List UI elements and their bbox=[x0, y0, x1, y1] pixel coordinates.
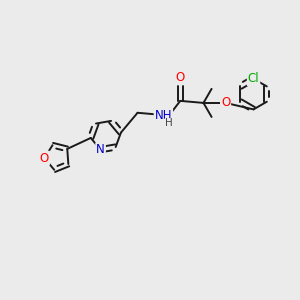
Text: O: O bbox=[221, 96, 230, 110]
Text: N: N bbox=[96, 143, 105, 156]
Text: O: O bbox=[40, 152, 49, 165]
Text: Cl: Cl bbox=[248, 72, 260, 85]
Text: O: O bbox=[176, 71, 185, 84]
Text: NH: NH bbox=[154, 109, 172, 122]
Text: H: H bbox=[165, 118, 172, 128]
